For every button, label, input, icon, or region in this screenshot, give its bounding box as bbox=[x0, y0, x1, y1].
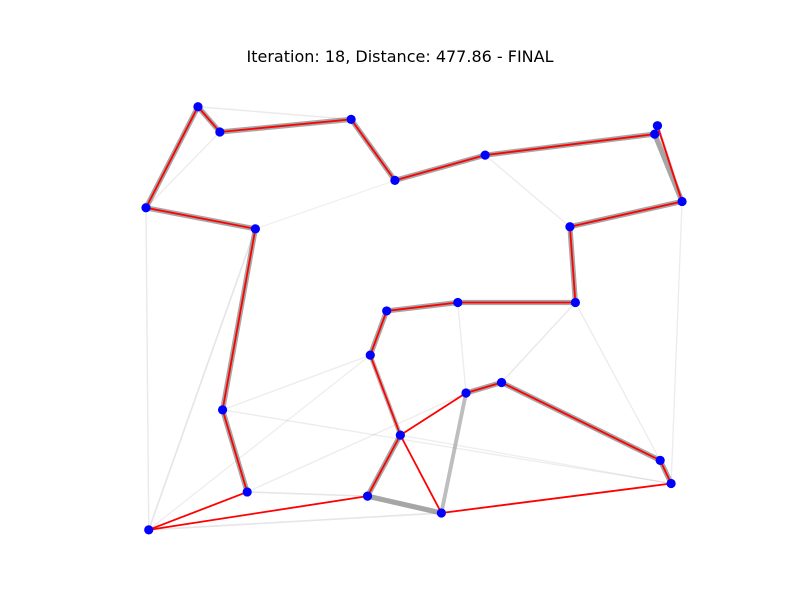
tour-edge bbox=[485, 133, 655, 157]
tour-edge bbox=[369, 310, 388, 356]
city-point bbox=[453, 297, 463, 308]
city-point bbox=[346, 114, 356, 124]
tour-edge bbox=[569, 200, 683, 228]
pheromone-edge bbox=[484, 154, 571, 228]
tour-edge bbox=[148, 491, 248, 531]
city-point bbox=[141, 203, 151, 213]
city-point bbox=[677, 196, 687, 207]
tour-edge bbox=[350, 118, 396, 181]
tour-layer bbox=[145, 106, 683, 531]
pheromone-edge bbox=[500, 301, 577, 384]
tour-edge bbox=[197, 106, 221, 133]
city-point bbox=[390, 175, 400, 186]
pheromone-edge bbox=[364, 493, 444, 516]
city-point bbox=[652, 121, 663, 131]
city-point bbox=[250, 224, 260, 234]
tour-edge bbox=[465, 381, 502, 394]
tour-edge bbox=[145, 106, 199, 209]
pheromone-layer bbox=[143, 104, 685, 531]
tour-edge bbox=[656, 125, 683, 202]
tour-edge bbox=[441, 482, 672, 514]
pheromone-edge bbox=[439, 391, 468, 515]
tour-edge bbox=[399, 434, 443, 514]
pheromone-edge bbox=[457, 301, 467, 394]
city-point bbox=[365, 350, 375, 360]
city-point bbox=[436, 508, 446, 518]
pheromone-edge bbox=[197, 106, 352, 121]
city-point bbox=[480, 150, 490, 160]
pheromone-edge bbox=[148, 354, 371, 531]
pheromone-edge bbox=[147, 227, 257, 531]
pheromone-edge bbox=[246, 491, 369, 498]
tour-edge bbox=[366, 434, 402, 497]
pheromone-edge bbox=[254, 179, 396, 230]
city-point bbox=[395, 430, 405, 440]
tour-edge bbox=[386, 301, 458, 312]
city-point bbox=[144, 525, 154, 535]
pheromone-edge bbox=[221, 354, 371, 411]
pheromone-edge bbox=[145, 207, 150, 531]
tour-edge bbox=[501, 381, 661, 462]
city-point bbox=[382, 306, 392, 316]
pheromone-edge bbox=[221, 409, 672, 485]
tour-edge bbox=[145, 206, 256, 230]
pheromone-edge bbox=[145, 131, 221, 209]
tour-edge bbox=[219, 118, 352, 133]
city-point bbox=[461, 388, 471, 398]
tour-edge bbox=[369, 354, 402, 436]
pheromone-edge bbox=[670, 200, 683, 485]
city-point bbox=[655, 455, 665, 465]
tour-edge bbox=[394, 154, 486, 182]
city-layer bbox=[141, 102, 687, 535]
city-point bbox=[565, 222, 575, 232]
tour-edge bbox=[569, 226, 577, 303]
tour-edge bbox=[399, 392, 467, 436]
pheromone-edge bbox=[574, 301, 661, 462]
city-point bbox=[193, 102, 203, 112]
chart-title: Iteration: 18, Distance: 477.86 - FINAL bbox=[246, 47, 554, 66]
city-point bbox=[217, 405, 228, 415]
pheromone-edge bbox=[147, 512, 443, 531]
city-point bbox=[496, 377, 507, 388]
city-point bbox=[242, 487, 252, 497]
city-point bbox=[666, 478, 676, 489]
pheromone-edge bbox=[399, 434, 672, 485]
city-point bbox=[215, 127, 225, 137]
pheromone-edge bbox=[246, 392, 467, 493]
tour-edge bbox=[221, 228, 257, 411]
city-point bbox=[362, 491, 373, 501]
tour-edge bbox=[221, 409, 249, 493]
city-point bbox=[570, 297, 580, 308]
city-point bbox=[650, 129, 660, 139]
tour-edge bbox=[148, 495, 368, 531]
